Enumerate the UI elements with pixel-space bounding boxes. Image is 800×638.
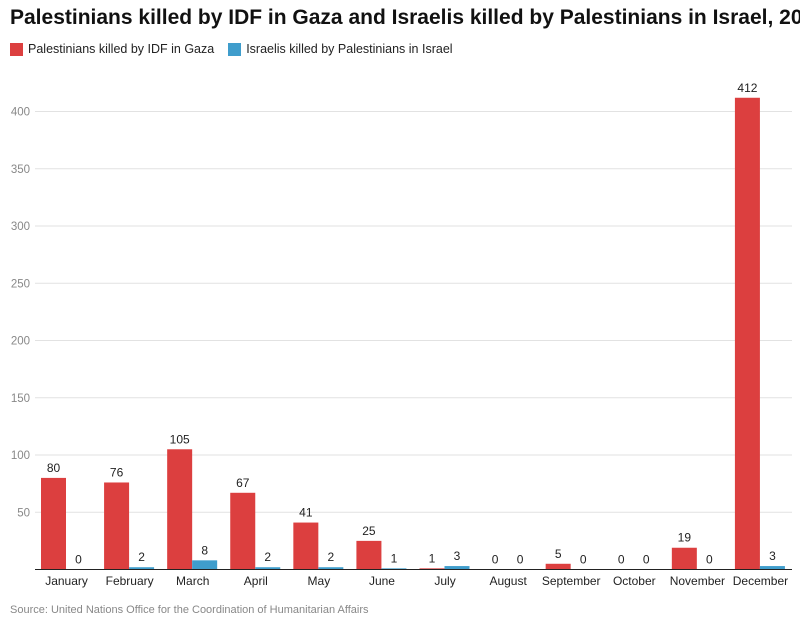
- data-label-israelis: 0: [643, 553, 650, 567]
- data-label-palestinians: 67: [236, 476, 250, 490]
- bar-palestinians: [356, 540, 382, 570]
- data-label-palestinians: 412: [737, 81, 757, 95]
- plot-area: 50100150200250300350400800January762Febr…: [11, 81, 792, 588]
- data-label-israelis: 3: [769, 549, 776, 563]
- data-label-palestinians: 80: [47, 461, 61, 475]
- x-tick-label: January: [45, 574, 88, 588]
- data-label-palestinians: 0: [492, 553, 499, 567]
- y-tick-label: 50: [17, 507, 30, 519]
- legend: Palestinians killed by IDF in Gaza Israe…: [10, 42, 467, 56]
- y-tick-label: 150: [11, 393, 30, 405]
- data-label-israelis: 8: [201, 543, 208, 557]
- data-label-israelis: 0: [580, 553, 587, 567]
- x-tick-label: March: [176, 574, 209, 588]
- bar-israelis: [318, 567, 344, 570]
- y-tick-label: 100: [11, 450, 30, 462]
- y-tick-label: 400: [11, 107, 30, 119]
- bar-palestinians: [104, 482, 130, 570]
- y-tick-label: 300: [11, 221, 30, 233]
- data-label-palestinians: 1: [429, 551, 436, 565]
- x-tick-label: October: [613, 574, 656, 588]
- bar-israelis: [192, 560, 218, 570]
- data-label-israelis: 3: [454, 549, 461, 563]
- data-label-israelis: 0: [706, 553, 713, 567]
- bar-palestinians: [230, 492, 256, 570]
- y-tick-label: 350: [11, 164, 30, 176]
- legend-swatch-palestinians: [10, 42, 23, 56]
- x-tick-label: July: [434, 574, 455, 588]
- bar-palestinians: [41, 477, 66, 570]
- source-note: Source: United Nations Office for the Co…: [10, 604, 369, 616]
- data-label-israelis: 2: [327, 550, 334, 564]
- bar-israelis: [444, 566, 470, 570]
- y-tick-label: 200: [11, 336, 30, 348]
- data-label-palestinians: 25: [362, 524, 376, 538]
- x-tick-label: September: [542, 574, 601, 588]
- legend-swatch-israelis: [228, 42, 242, 56]
- x-tick-label: August: [489, 574, 527, 588]
- x-tick-label: April: [244, 574, 268, 588]
- data-label-israelis: 2: [138, 550, 145, 564]
- legend-label-palestinians: Palestinians killed by IDF in Gaza: [28, 42, 215, 56]
- bar-palestinians: [167, 449, 193, 570]
- bar-israelis: [381, 568, 407, 570]
- legend-item-israelis: Israelis killed by Palestinians in Israe…: [228, 42, 453, 56]
- data-label-palestinians: 0: [618, 553, 625, 567]
- data-label-palestinians: 19: [678, 531, 692, 545]
- bar-israelis: [759, 566, 785, 570]
- bar-palestinians: [419, 568, 445, 570]
- y-tick-label: 250: [11, 278, 30, 290]
- x-tick-label: June: [369, 574, 395, 588]
- legend-label-israelis: Israelis killed by Palestinians in Israe…: [246, 42, 453, 56]
- data-label-palestinians: 105: [170, 432, 190, 446]
- bar-palestinians: [734, 97, 760, 570]
- bar-palestinians: [545, 563, 571, 570]
- data-label-palestinians: 76: [110, 465, 124, 479]
- bar-israelis: [255, 567, 281, 570]
- data-label-israelis: 0: [75, 553, 82, 567]
- chart-title: Palestinians killed by IDF in Gaza and I…: [10, 6, 800, 29]
- x-tick-label: December: [733, 574, 788, 588]
- bar-palestinians: [671, 547, 697, 570]
- bar-israelis: [129, 567, 155, 570]
- data-label-palestinians: 5: [555, 547, 562, 561]
- data-label-israelis: 2: [264, 550, 271, 564]
- data-label-israelis: 0: [517, 553, 524, 567]
- legend-item-palestinians: Palestinians killed by IDF in Gaza: [10, 42, 214, 56]
- x-tick-label: February: [106, 574, 154, 588]
- data-label-palestinians: 41: [299, 506, 313, 520]
- bar-palestinians: [293, 522, 319, 570]
- x-tick-label: November: [670, 574, 725, 588]
- x-tick-label: May: [308, 574, 331, 588]
- data-label-israelis: 1: [391, 551, 398, 565]
